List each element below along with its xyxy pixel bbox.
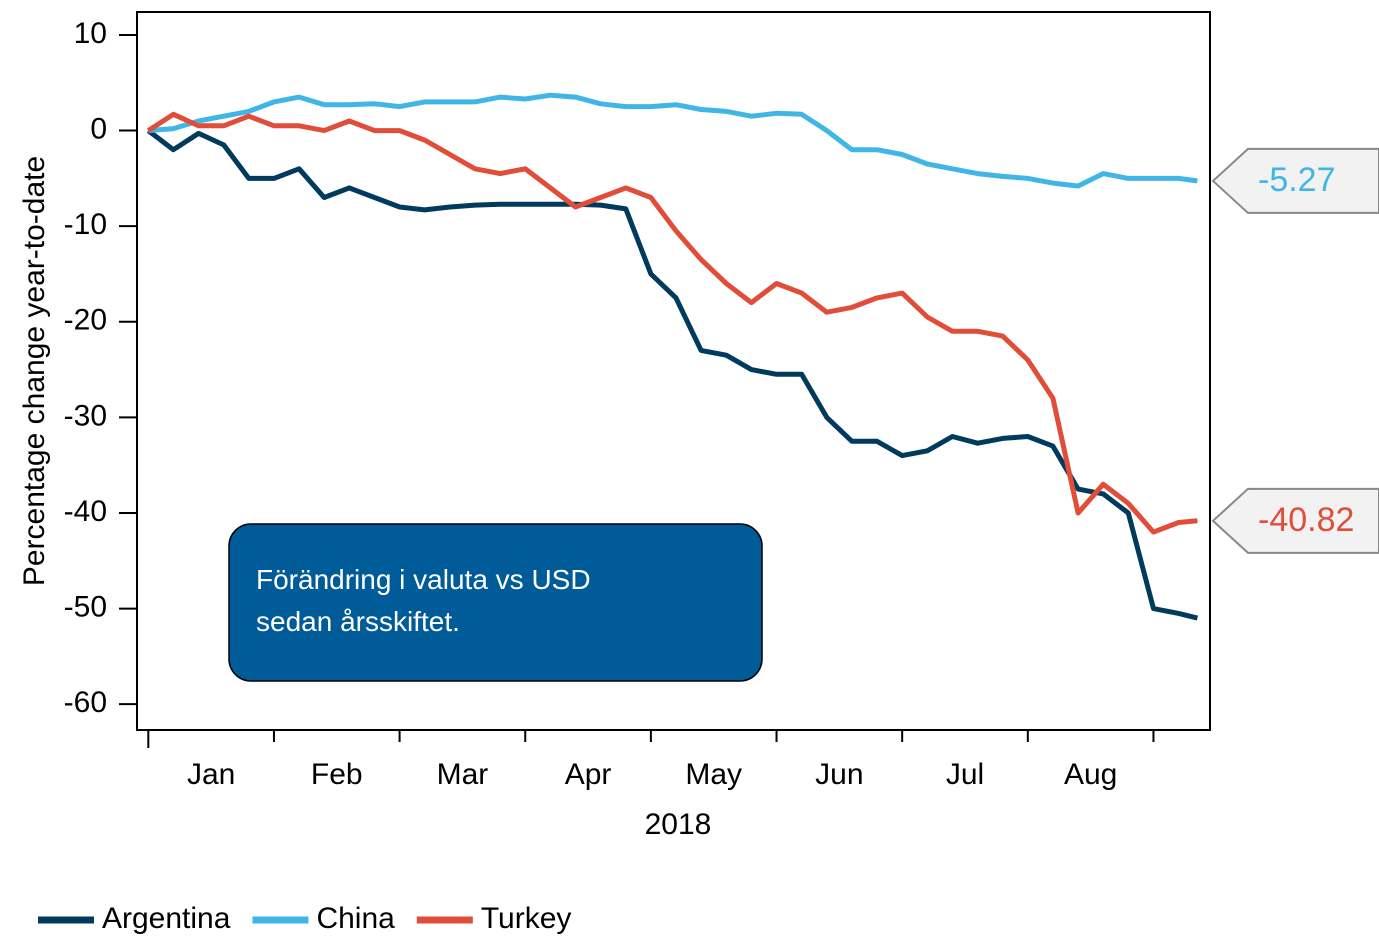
plot-frame bbox=[136, 11, 1211, 731]
legend-label: China bbox=[316, 902, 395, 935]
x-tick-label: Jun bbox=[815, 758, 863, 791]
x-tick-label: Mar bbox=[437, 758, 489, 791]
x-tick-label: May bbox=[685, 758, 742, 791]
x-tick-label: Feb bbox=[311, 758, 363, 791]
end-value-label: -5.27 bbox=[1258, 161, 1336, 199]
x-tick-label: Jan bbox=[187, 758, 235, 791]
annotation-text: Förändring i valuta vs USD sedan årsskift… bbox=[256, 564, 591, 637]
legend-label: Argentina bbox=[102, 902, 231, 935]
series-line bbox=[146, 128, 1199, 621]
series-line bbox=[146, 111, 1198, 535]
callout bbox=[1211, 147, 1379, 214]
y-tick-label: -10 bbox=[64, 208, 107, 241]
y-tick-label: 0 bbox=[90, 112, 107, 145]
y-tick-label: 10 bbox=[74, 17, 107, 50]
x-tick-label: Apr bbox=[565, 758, 612, 791]
y-tick-label: -40 bbox=[64, 495, 107, 528]
annotation-box bbox=[228, 523, 763, 682]
x-tick-label: Jul bbox=[946, 758, 984, 791]
callout bbox=[1211, 487, 1379, 554]
y-tick-label: -60 bbox=[64, 686, 107, 719]
y-tick-label: -30 bbox=[64, 399, 107, 432]
end-value-label: -40.82 bbox=[1258, 501, 1354, 539]
series-line bbox=[148, 92, 1198, 189]
y-tick-label: -50 bbox=[64, 591, 107, 624]
y-axis-label: Percentage change year-to-date bbox=[18, 156, 51, 586]
x-axis-label: 2018 bbox=[645, 808, 712, 841]
x-tick-label: Aug bbox=[1064, 758, 1117, 791]
legend-label: Turkey bbox=[481, 902, 572, 935]
plot bbox=[146, 92, 1199, 621]
y-tick-label: -20 bbox=[64, 304, 107, 337]
